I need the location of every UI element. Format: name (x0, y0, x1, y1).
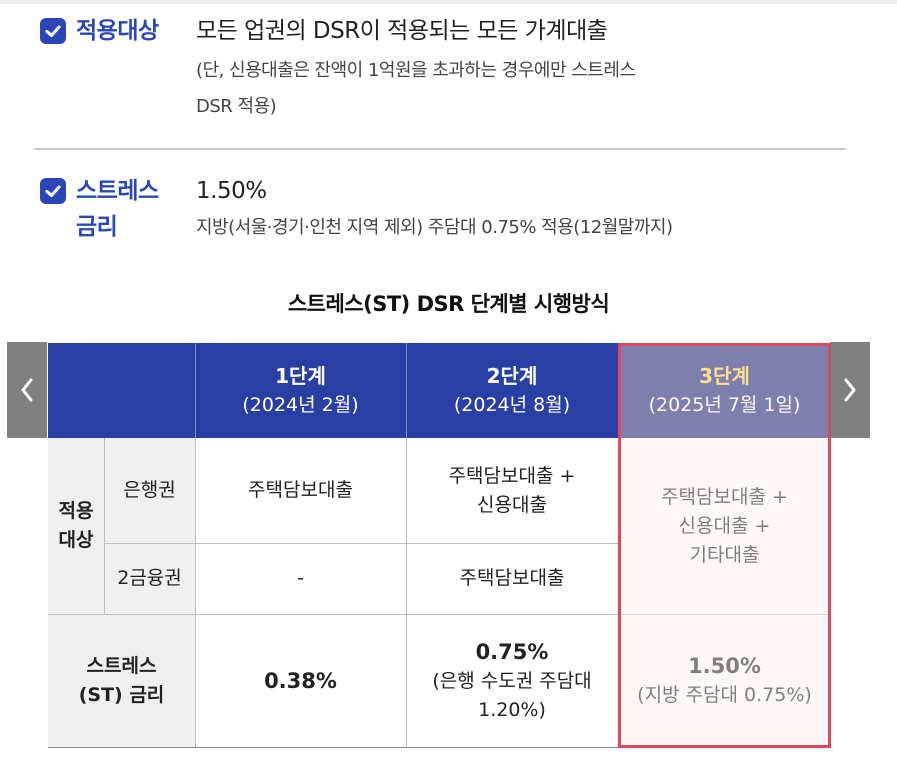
rate-stage-2-cell: 0.75% (은행 수도권 주담대 1.20%) (406, 614, 618, 748)
bank-stage-2-cell: 주택담보대출 + 신용대출 (406, 438, 618, 543)
bank-stage-2-line2: 신용대출 (477, 493, 547, 516)
grid-line (406, 438, 407, 748)
rate-stage-3-value: 1.50% (688, 654, 761, 678)
stress-rate-label-line1: 스트레스 (86, 655, 157, 677)
grid-line (48, 614, 831, 615)
target-label: 적용대상 (76, 18, 159, 44)
target-note-line2: DSR 적용) (196, 96, 277, 117)
bank-stage-2-line1: 주택담보대출 + (448, 464, 576, 487)
header-stage-1: 1단계 (2024년 2월) (195, 343, 406, 438)
stage-1-date: (2024년 2월) (242, 393, 359, 416)
rate-stage-3-cell: 1.50% (지방 주담대 0.75%) (618, 614, 831, 748)
header-stage-2: 2단계 (2024년 8월) (406, 343, 618, 438)
bank-stage-1-cell: 주택담보대출 (248, 479, 353, 501)
top-shade (0, 0, 897, 4)
stress-rate-label-line2: (ST) 금리 (78, 684, 165, 706)
grid-line (104, 438, 105, 614)
stage-1-title: 1단계 (275, 363, 326, 388)
rate-note: 지방(서울·경기·인천 지역 제외) 주담대 0.75% 적용(12월말까지) (196, 217, 673, 238)
stage-3-target-line3: 기타대출 (689, 543, 760, 566)
stage-2-date: (2024년 8월) (453, 393, 571, 416)
target-group-label: 적용 대상 (48, 438, 104, 614)
stage-3-target-cell: 주택담보대출 + 신용대출 + 기타대출 (618, 438, 831, 614)
chevron-right-icon (844, 378, 856, 402)
rate-stage-2-note-line2: 1.20%) (478, 698, 546, 721)
grid-line (195, 438, 196, 748)
target-group-label-line1: 적용 (58, 500, 94, 522)
second-tier-stage-1-cell: - (297, 567, 304, 589)
target-note-line1: (단, 신용대출은 잔액이 1억원을 초과하는 경우에만 스트레스 (196, 60, 636, 81)
bank-sector-label: 은행권 (104, 438, 195, 543)
target-group-label-line2: 대상 (58, 529, 94, 551)
checkbox-checked-icon (40, 18, 66, 44)
stage-3-date: (2025년 7월 1일) (648, 393, 801, 416)
header-stage-3: 3단계 (2025년 7월 1일) (618, 343, 831, 438)
next-slide-button[interactable] (830, 342, 870, 438)
table-title: 스트레스(ST) DSR 단계별 시행방식 (287, 292, 610, 316)
grid-line (104, 543, 618, 544)
header-empty-cell (48, 343, 195, 438)
rate-main-value: 1.50% (196, 178, 267, 204)
chevron-left-icon (21, 378, 33, 402)
divider (34, 148, 846, 150)
grid-line (48, 747, 831, 748)
prev-slide-button[interactable] (7, 342, 47, 438)
target-main-text: 모든 업권의 DSR이 적용되는 모든 가계대출 (196, 18, 608, 44)
rate-stage-2-note-line1: (은행 수도권 주담대 (432, 669, 592, 692)
stage-3-title: 3단계 (699, 363, 750, 388)
rate-label-line1: 스트레스 (76, 178, 159, 204)
stage-3-target-line1: 주택담보대출 + (661, 485, 788, 508)
checkbox-checked-icon (40, 178, 66, 204)
rate-stage-2-value: 0.75% (475, 639, 549, 664)
stage-2-title: 2단계 (486, 363, 538, 388)
rate-stage-3-note: (지방 주담대 0.75%) (637, 684, 812, 706)
second-tier-stage-2-cell: 주택담보대출 (459, 567, 565, 589)
second-tier-label: 2금융권 (104, 543, 195, 614)
rate-stage-1-cell: 0.38% (264, 668, 337, 693)
stress-dsr-table: 1단계 (2024년 2월) 2단계 (2024년 8월) 3단계 (2025년… (48, 343, 831, 748)
rate-label-line2: 금리 (76, 214, 118, 240)
stress-rate-label: 스트레스 (ST) 금리 (48, 614, 195, 748)
stage-3-target-line2: 신용대출 + (678, 514, 771, 537)
